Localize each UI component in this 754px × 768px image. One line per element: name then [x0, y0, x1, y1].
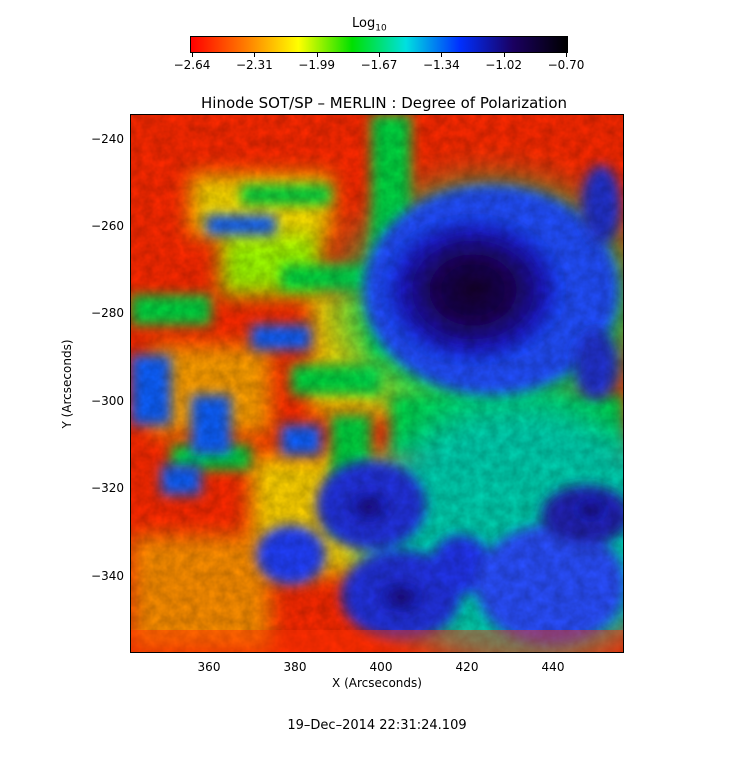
x-axis-label: X (Arcseconds): [332, 676, 422, 690]
colorbar-tick: [254, 52, 256, 57]
y-tick-label: −340: [91, 569, 124, 583]
x-tick-label: 400: [369, 660, 393, 674]
colorbar-tick: [192, 52, 193, 57]
colorbar-tick: [379, 52, 380, 57]
colorbar: [190, 36, 568, 53]
polarization-map-image: [130, 114, 624, 653]
x-tick-label: 440: [541, 660, 565, 674]
colorbar-tick-label: −1.34: [422, 58, 460, 72]
polarization-map-svg: [131, 115, 623, 652]
colorbar-tick-label: −1.67: [360, 58, 398, 72]
colorbar-tick-label: −0.70: [547, 58, 585, 72]
x-tick-label: 380: [283, 660, 307, 674]
colorbar-tick: [316, 52, 318, 57]
y-axis-label: Y (Arcseconds): [60, 339, 74, 429]
colorbar-tick: [441, 52, 443, 57]
colorbar-tick-label: −2.64: [173, 58, 211, 72]
timestamp: 19–Dec–2014 22:31:24.109: [287, 718, 467, 733]
y-tick-label: −320: [91, 481, 124, 495]
colorbar-tick-label: −1.02: [485, 58, 523, 72]
x-tick-label: 420: [455, 660, 479, 674]
plot-title: Hinode SOT/SP – MERLIN : Degree of Polar…: [201, 94, 567, 112]
colorbar-tick: [503, 52, 505, 57]
y-tick-label: −300: [91, 394, 124, 408]
y-tick-label: −240: [91, 132, 124, 146]
y-tick-label: −280: [91, 306, 124, 320]
colorbar-tick-label: −2.31: [235, 58, 273, 72]
y-tick-label: −260: [91, 219, 124, 233]
colorbar-title: Log10: [352, 16, 387, 34]
colorbar-tick-label: −1.99: [298, 58, 336, 72]
colorbar-tick: [566, 52, 567, 57]
x-tick-label: 360: [197, 660, 221, 674]
